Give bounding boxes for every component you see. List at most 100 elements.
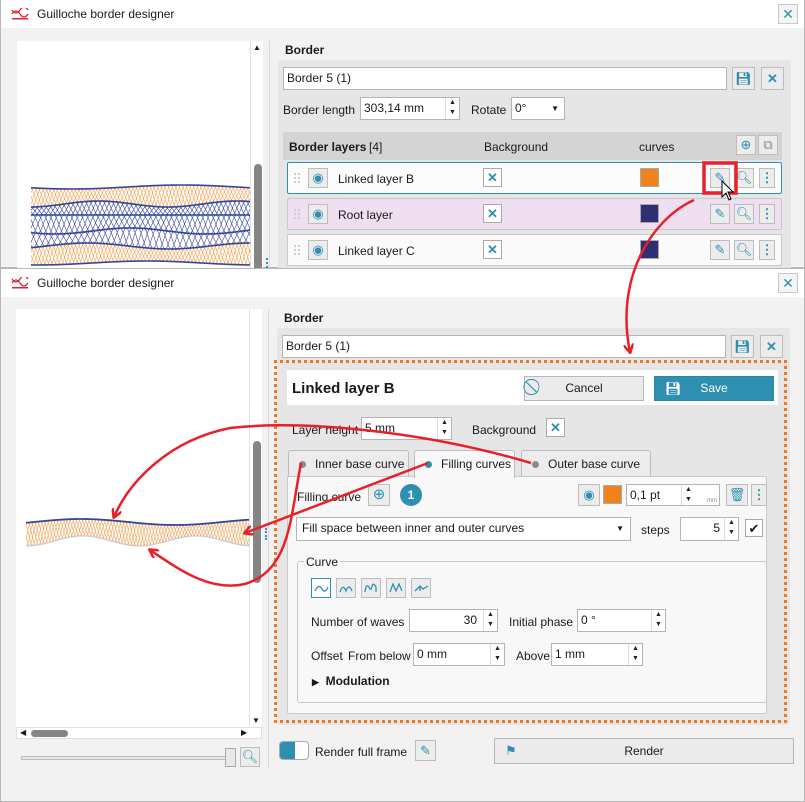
curve-color-swatch[interactable] <box>640 240 659 259</box>
add-layer-icon[interactable]: ⊕ <box>736 135 756 155</box>
preview-vertical-scrollbar[interactable]: ▲ <box>250 41 263 274</box>
spinner-icon[interactable]: ▲ ▼ <box>651 610 665 631</box>
border-name-input[interactable]: Border 5 (1) <box>283 67 727 90</box>
delete-filling-curve-icon[interactable]: 🗑︎ <box>726 484 748 506</box>
modulation-expander[interactable]: ▶ Modulation <box>312 674 390 688</box>
border-preview-canvas[interactable] <box>17 41 251 268</box>
layer-menu-icon[interactable]: ⋮ <box>759 240 775 260</box>
filling-curve-count-badge[interactable]: 1 <box>400 484 422 506</box>
spinner-icon[interactable]: ▲ ▼ <box>681 485 695 505</box>
drag-handle-icon[interactable] <box>293 208 301 220</box>
steps-checkbox[interactable]: ✔ <box>745 519 763 537</box>
sine-wave-icon[interactable] <box>311 578 331 598</box>
spinner-icon[interactable]: ▲ ▼ <box>724 518 738 540</box>
splitter-handle[interactable] <box>266 258 268 268</box>
save-button[interactable]: 💾︎ Save <box>654 376 774 401</box>
tab-label: Inner base curve <box>315 457 405 471</box>
visibility-eye-icon[interactable]: ◉ <box>578 484 600 506</box>
initial-phase-input[interactable]: 0 ° ▲ ▼ <box>577 609 666 632</box>
from-below-input[interactable]: 0 mm ▲ ▼ <box>413 643 505 666</box>
more-options-icon[interactable]: ⋮ <box>751 484 767 506</box>
drag-handle-icon[interactable] <box>293 172 301 184</box>
edit-layer-pencil-icon[interactable]: ✎ <box>710 204 730 224</box>
spinner-icon[interactable]: ▲ ▼ <box>437 418 451 439</box>
spinner-icon[interactable]: ▲ ▼ <box>483 610 497 631</box>
delete-border-icon[interactable]: ✕ <box>761 67 784 90</box>
guilloche-logo-icon <box>11 277 29 289</box>
scroll-left-arrow-icon[interactable]: ◀ <box>20 728 27 737</box>
layer-editor-title: Linked layer B <box>292 380 395 397</box>
scroll-right-arrow-icon[interactable]: ▶ <box>241 728 248 737</box>
unit-toggle[interactable]: mm <box>707 498 717 504</box>
copy-layer-icon[interactable]: ⧉ <box>758 135 778 155</box>
background-checkbox[interactable]: ✕ <box>483 168 502 187</box>
close-window-button[interactable]: ✕ <box>778 4 798 24</box>
tab-inner-base-curve[interactable]: Inner base curve <box>288 450 409 477</box>
rotate-select[interactable]: 0° ▼ <box>511 97 565 120</box>
border-name-input[interactable]: Border 5 (1) <box>282 335 726 358</box>
spinner-icon[interactable]: ▲ ▼ <box>445 98 459 119</box>
arch-wave-icon[interactable] <box>336 578 356 598</box>
zoom-slider[interactable] <box>21 756 236 760</box>
steps-input[interactable]: 5 ▲ ▼ <box>680 517 739 541</box>
curve-color-swatch[interactable] <box>640 204 659 223</box>
loop-wave-icon[interactable] <box>361 578 381 598</box>
layer-preview-canvas[interactable] <box>16 309 250 727</box>
close-window-button[interactable]: ✕ <box>778 273 798 293</box>
background-checkbox[interactable]: ✕ <box>483 240 502 259</box>
zoom-layer-search-icon[interactable]: 🔍︎ <box>734 204 754 224</box>
preview-horizontal-scrollbar[interactable]: ◀ ▶ <box>16 727 262 739</box>
layer-height-input[interactable]: 5 mm ▲ ▼ <box>361 417 452 440</box>
border-length-input[interactable]: 303,14 mm ▲ ▼ <box>360 97 460 120</box>
orange-lattice <box>30 184 251 208</box>
scrollbar-thumb[interactable] <box>254 164 262 274</box>
edit-frame-pencil-icon[interactable]: ✎ <box>415 740 436 761</box>
add-filling-curve-icon[interactable]: ⊕ <box>368 484 390 506</box>
zoom-layer-search-icon[interactable]: 🔍︎ <box>734 168 754 188</box>
number-of-waves-input[interactable]: 30 ▲ ▼ <box>409 609 498 632</box>
visibility-eye-icon[interactable]: ◉ <box>308 240 328 260</box>
base-curve <box>30 184 251 190</box>
zoom-fit-icon[interactable]: 🔍︎ <box>240 747 260 767</box>
above-input[interactable]: 1 mm ▲ ▼ <box>551 643 643 666</box>
cancel-button[interactable]: ⃠ Cancel <box>524 376 644 401</box>
splitter-handle[interactable] <box>265 528 267 540</box>
custom-wave-icon[interactable] <box>411 578 431 598</box>
preview-vertical-scrollbar[interactable]: ▼ <box>249 309 262 727</box>
edit-layer-pencil-icon[interactable]: ✎ <box>710 168 730 188</box>
horizontal-scrollbar-thumb[interactable] <box>31 730 68 737</box>
layer-row[interactable]: ◉ Linked layer B ✕ ✎ 🔍︎ ⋮ <box>287 162 782 194</box>
from-below-value: 0 mm <box>417 647 447 661</box>
tab-filling-curves[interactable]: Filling curves <box>414 450 515 478</box>
fill-mode-select[interactable]: Fill space between inner and outer curve… <box>296 517 631 541</box>
save-border-icon[interactable]: 💾︎ <box>732 67 755 90</box>
fill-mode-value: Fill space between inner and outer curve… <box>302 521 525 535</box>
render-button[interactable]: ⚑ Render <box>494 738 794 764</box>
render-full-frame-toggle[interactable] <box>279 741 309 760</box>
peak-wave-icon[interactable] <box>386 578 406 598</box>
delete-border-icon[interactable]: ✕ <box>760 335 783 358</box>
scrollbar-thumb[interactable] <box>253 441 261 583</box>
spinner-icon[interactable]: ▲ ▼ <box>628 644 642 665</box>
visibility-eye-icon[interactable]: ◉ <box>308 204 328 224</box>
stroke-color-swatch[interactable] <box>603 485 622 504</box>
save-border-icon[interactable]: 💾︎ <box>731 335 754 358</box>
tab-outer-base-curve[interactable]: Outer base curve <box>521 450 651 477</box>
curve-color-swatch[interactable] <box>640 168 659 187</box>
zoom-slider-handle[interactable] <box>225 748 236 767</box>
scroll-down-arrow-icon[interactable]: ▼ <box>252 716 260 725</box>
layer-menu-icon[interactable]: ⋮ <box>759 168 775 188</box>
drag-handle-icon[interactable] <box>293 244 301 256</box>
spinner-icon[interactable]: ▲ ▼ <box>490 644 504 665</box>
zoom-layer-search-icon[interactable]: 🔍︎ <box>734 240 754 260</box>
cancel-label: Cancel <box>565 381 603 395</box>
layer-row[interactable]: ◉ Root layer ✕ ✎ 🔍︎ ⋮ <box>287 198 782 230</box>
scroll-up-arrow-icon[interactable]: ▲ <box>253 43 261 52</box>
stroke-width-input[interactable]: 0,1 pt ▲ ▼ mm <box>626 484 720 506</box>
edit-layer-pencil-icon[interactable]: ✎ <box>710 240 730 260</box>
background-checkbox[interactable]: ✕ <box>483 204 502 223</box>
background-checkbox[interactable]: ✕ <box>546 418 565 437</box>
layer-row[interactable]: ◉ Linked layer C ✕ ✎ 🔍︎ ⋮ <box>287 234 782 266</box>
layer-menu-icon[interactable]: ⋮ <box>759 204 775 224</box>
visibility-eye-icon[interactable]: ◉ <box>308 168 328 188</box>
